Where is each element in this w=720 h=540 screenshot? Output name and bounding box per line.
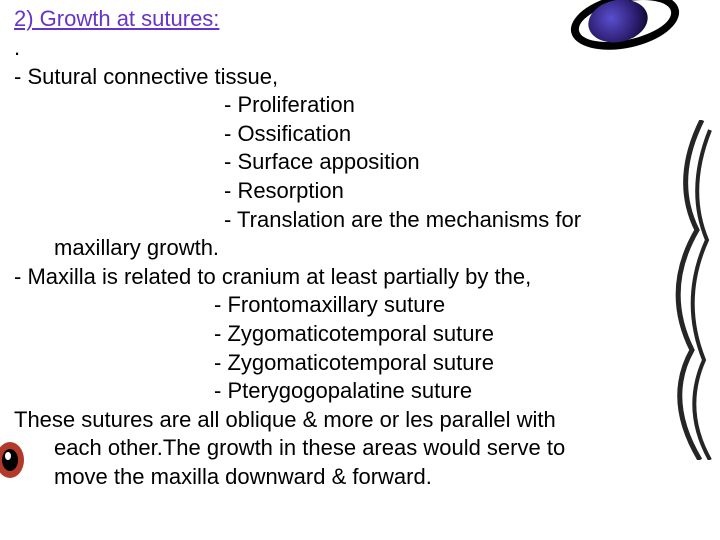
para3-line: each other.The growth in these areas wou… xyxy=(14,434,706,463)
slide: 2) Growth at sutures: . - Sutural connec… xyxy=(0,0,720,540)
para1-item: - Resorption xyxy=(14,177,706,206)
dot-line: . xyxy=(14,34,706,63)
slide-title: 2) Growth at sutures: xyxy=(14,6,706,32)
para2-item: - Pterygogopalatine suture xyxy=(14,377,706,406)
para2-item: - Frontomaxillary suture xyxy=(14,291,706,320)
para3-line: These sutures are all oblique & more or … xyxy=(14,406,706,435)
slide-content: 2) Growth at sutures: . - Sutural connec… xyxy=(14,6,706,492)
para1-item: - Proliferation xyxy=(14,91,706,120)
para1-item: - Translation are the mechanisms for xyxy=(14,206,706,235)
para1-item: - Surface apposition xyxy=(14,148,706,177)
para2-item: - Zygomaticotemporal suture xyxy=(14,349,706,378)
para3-line: move the maxilla downward & forward. xyxy=(14,463,706,492)
para1-lead: - Sutural connective tissue, xyxy=(14,63,706,92)
para2-lead: - Maxilla is related to cranium at least… xyxy=(14,263,706,292)
para1-item: - Ossification xyxy=(14,120,706,149)
para2-item: - Zygomaticotemporal suture xyxy=(14,320,706,349)
para1-tail: maxillary growth. xyxy=(14,234,706,263)
